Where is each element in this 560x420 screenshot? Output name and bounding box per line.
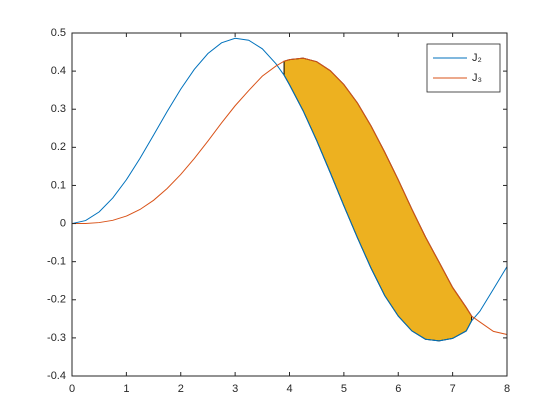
y-tick-label: -0.4 <box>47 370 66 382</box>
y-tick-label: 0 <box>60 217 66 229</box>
x-tick-label: 6 <box>395 383 401 395</box>
series-line <box>71 57 508 335</box>
x-tick-label: 1 <box>123 383 129 395</box>
y-tick-label: -0.1 <box>47 256 66 268</box>
y-tick-label: -0.3 <box>47 332 66 344</box>
legend-label: J₂ <box>472 52 482 64</box>
y-tick-label: 0.5 <box>51 27 66 39</box>
legend-label: J₃ <box>472 72 482 84</box>
y-tick-label: 0.1 <box>51 179 66 191</box>
y-tick-label: -0.2 <box>47 294 66 306</box>
x-tick-label: 3 <box>232 383 238 395</box>
x-tick-label: 2 <box>178 383 184 395</box>
x-tick-label: 7 <box>450 383 456 395</box>
x-tick-label: 0 <box>69 383 75 395</box>
y-tick-label: 0.4 <box>51 65 66 77</box>
x-tick-label: 8 <box>504 383 510 395</box>
y-tick-label: 0.3 <box>51 103 66 115</box>
y-tick-label: 0.2 <box>51 141 66 153</box>
fill-area <box>283 57 473 342</box>
x-tick-label: 4 <box>286 383 292 395</box>
x-tick-label: 5 <box>341 383 347 395</box>
legend-box <box>426 43 501 93</box>
series-line <box>71 37 508 342</box>
